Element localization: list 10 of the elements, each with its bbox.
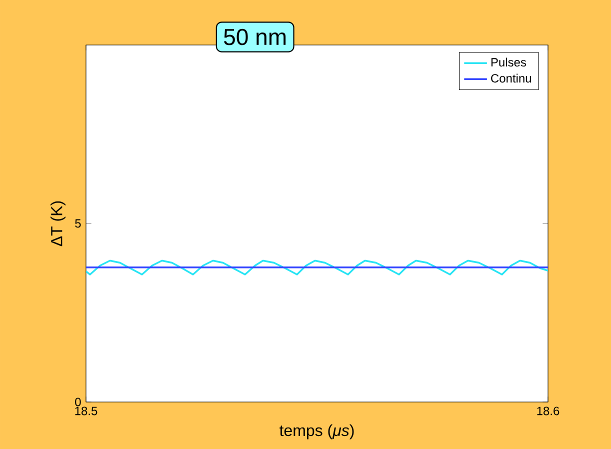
legend-label: Continu bbox=[491, 74, 532, 83]
y-tick-label: 0 bbox=[75, 398, 81, 406]
legend-label: Pulses bbox=[491, 58, 526, 67]
chart-title: 50 nm bbox=[224, 28, 286, 46]
x-tick-label: 18.5 bbox=[75, 406, 98, 416]
x-axis-title: temps (μs) bbox=[280, 424, 354, 440]
x-tick-label: 18.6 bbox=[537, 406, 560, 416]
y-tick-label: 5 bbox=[75, 219, 81, 228]
y-axis-title: ΔT (K) bbox=[50, 201, 66, 246]
line-series bbox=[86, 260, 548, 276]
